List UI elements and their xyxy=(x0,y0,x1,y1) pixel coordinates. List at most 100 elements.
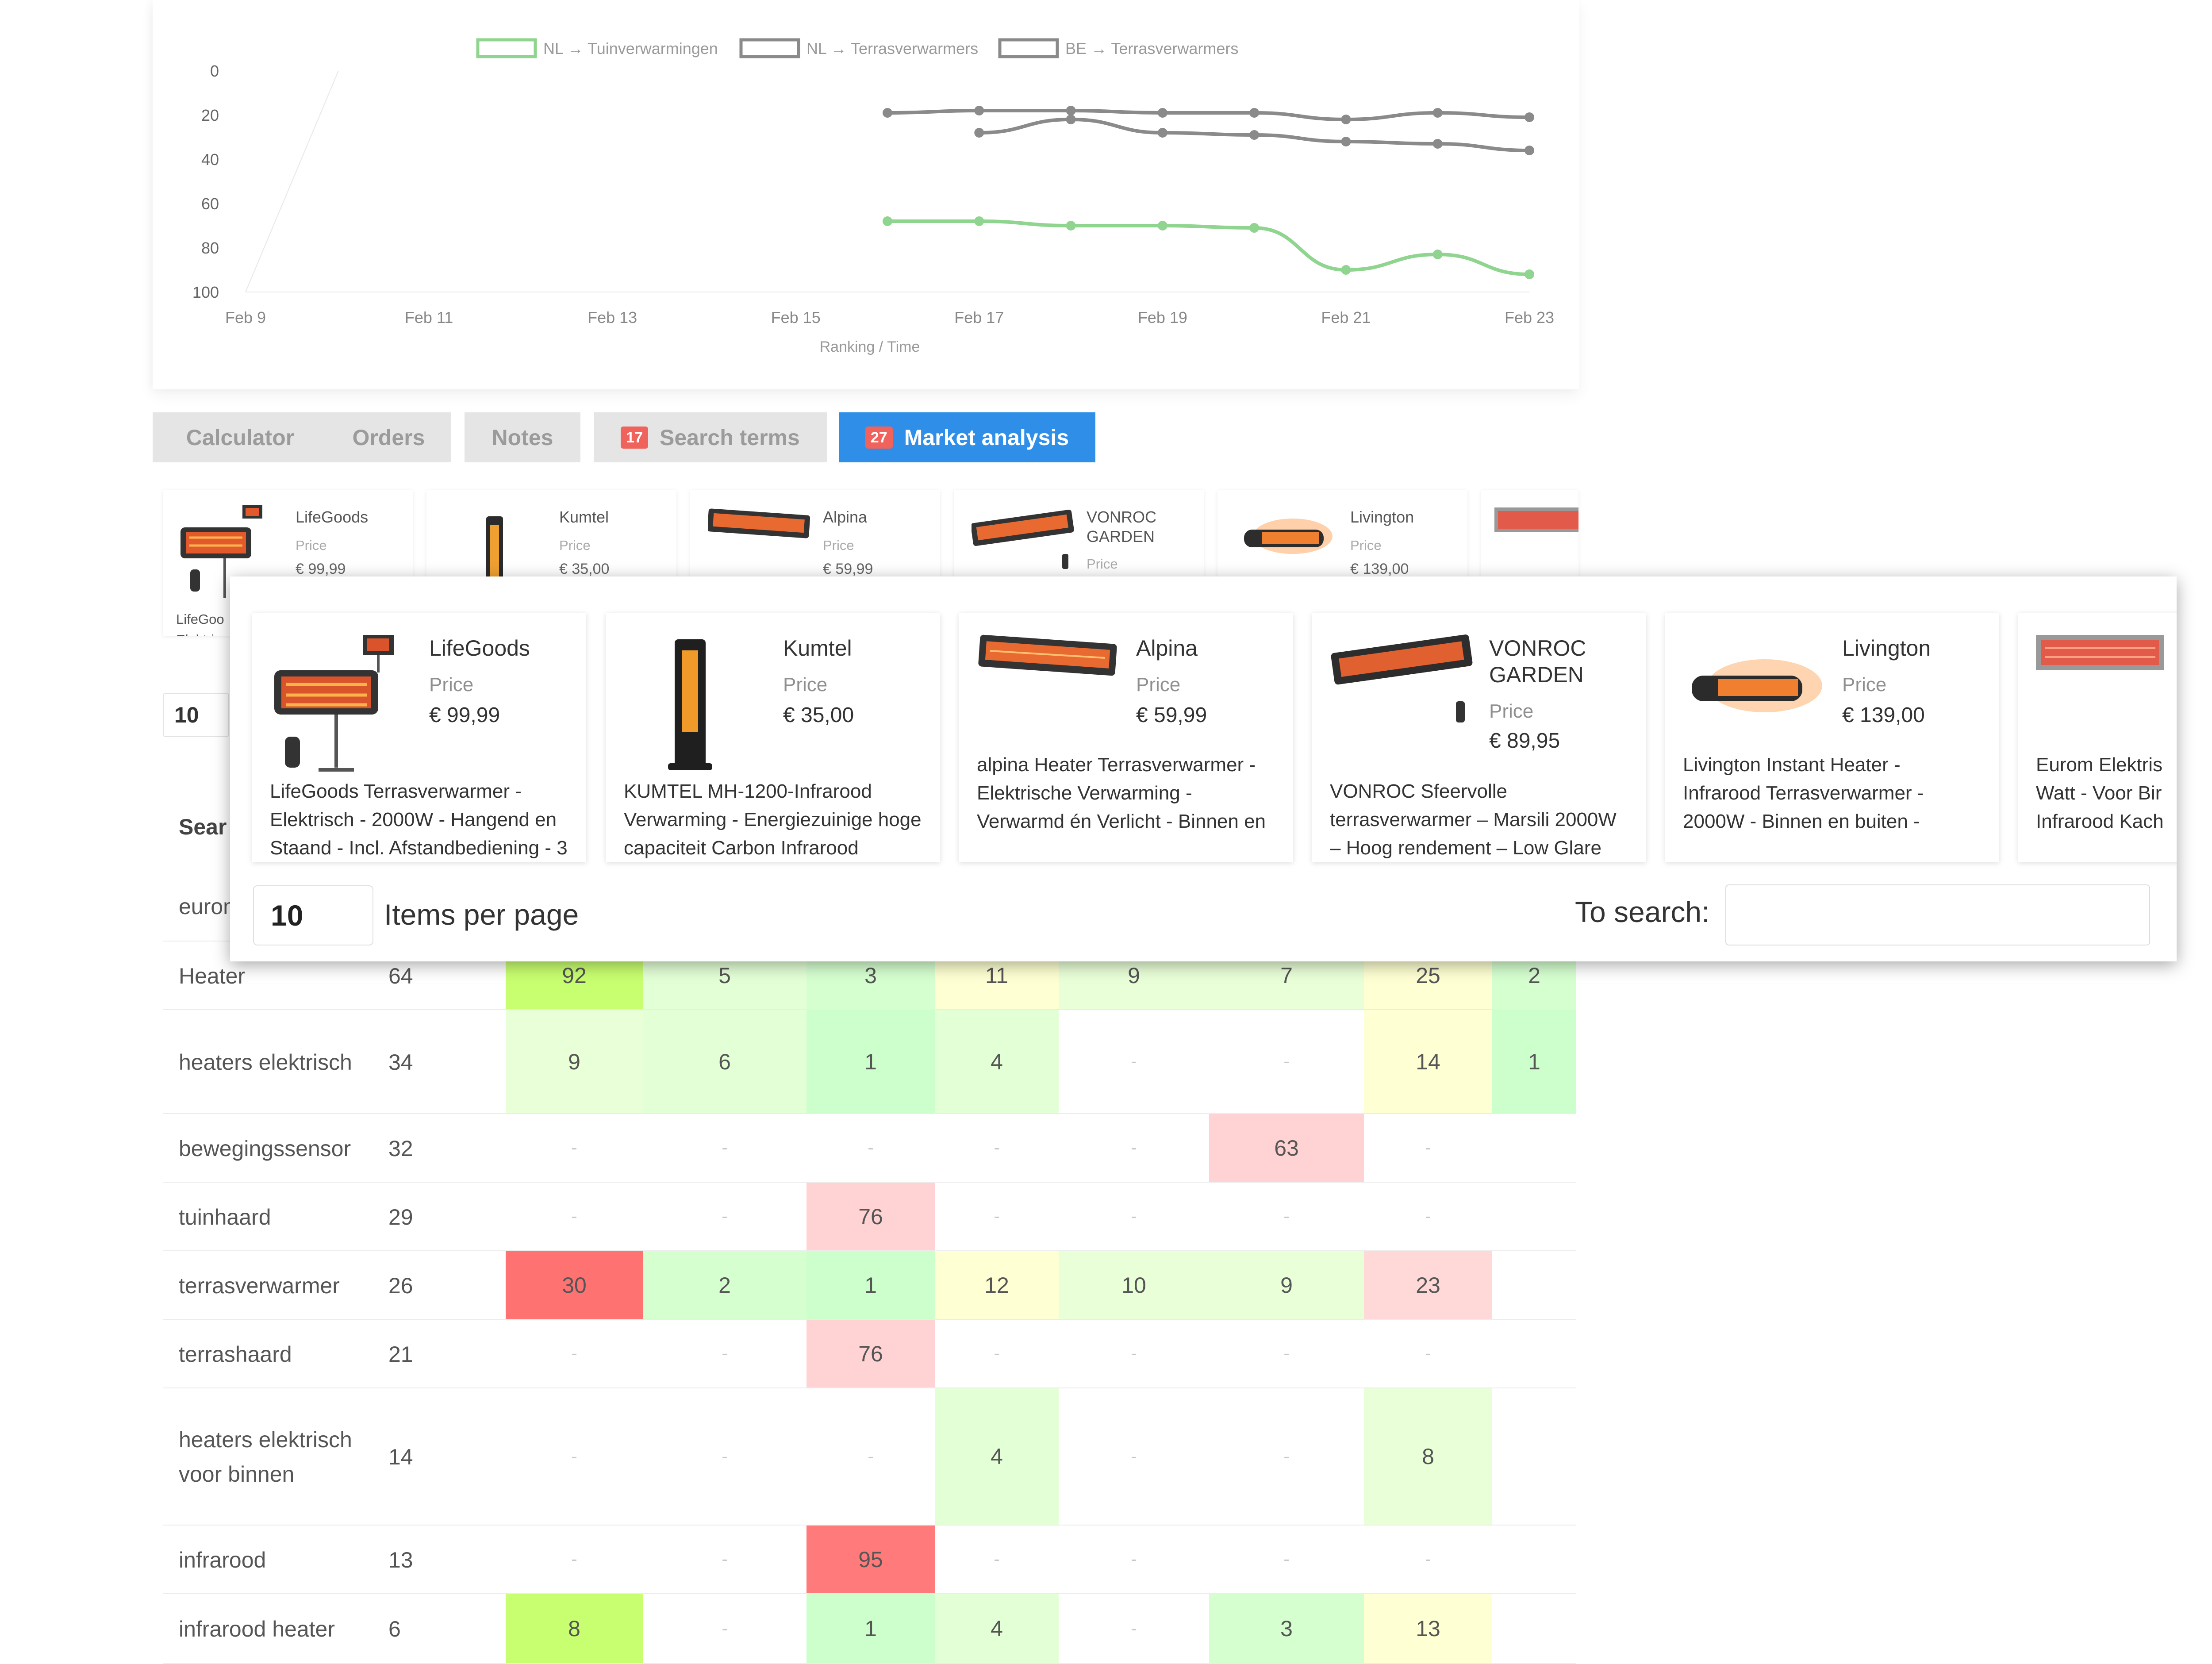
bg-items-per-page-input[interactable]: 10 xyxy=(163,693,229,737)
legend-swatch xyxy=(998,38,1059,58)
rank-cell: 1 xyxy=(806,1594,935,1663)
product-brand: Alpina xyxy=(1136,636,1198,661)
series-point xyxy=(1066,106,1076,115)
rank-cell: - xyxy=(1283,1052,1290,1071)
search-input[interactable] xyxy=(1725,884,2150,945)
x-tick-label: Feb 13 xyxy=(588,308,637,327)
tab-notes[interactable]: Notes xyxy=(465,412,580,462)
bg-product-brand: Kumtel xyxy=(559,508,609,526)
rank-cell: - xyxy=(1131,1549,1137,1569)
items-per-page-label: Items per page xyxy=(384,898,579,931)
rank-cell: 23 xyxy=(1364,1251,1492,1319)
rank-cell xyxy=(1492,1594,1576,1663)
series-line xyxy=(887,219,1530,276)
ranking-line-chart: 0 20 40 60 80 100 Feb 9 Feb 11 Feb 13 Feb 15 Feb 1… xyxy=(192,38,1554,355)
product-brand: Livington xyxy=(1842,636,1931,661)
series-point xyxy=(1432,250,1443,259)
product-card-vonroc[interactable]: VONROC GARDEN Price € 89,95 VONROC Sfeer… xyxy=(1312,613,1646,862)
rank-cell: 6 xyxy=(643,1010,806,1113)
product-card-lifegoods[interactable]: LifeGoods Price € 99,99 LifeGoods Terras… xyxy=(252,613,586,862)
search-term-cell: infrarood heater xyxy=(179,1617,335,1641)
y-tick-label: 100 xyxy=(192,283,219,301)
search-term-cell: infrarood xyxy=(179,1547,266,1572)
series-point xyxy=(1249,108,1260,118)
bg-product-brand: LifeGoods xyxy=(296,508,369,526)
rank-cell: - xyxy=(571,1344,577,1363)
bg-product-price-label: Price xyxy=(823,538,854,553)
rank-cell: 2 xyxy=(643,1251,806,1319)
series-point xyxy=(1249,223,1260,233)
rank-cell: 4 xyxy=(935,1388,1059,1525)
product-brand: Kumtel xyxy=(783,636,852,661)
product-card-eurom[interactable]: Eurom Elektris Watt - Voor Bir Infrarood… xyxy=(2018,613,2177,862)
legend-swatch xyxy=(476,38,537,58)
x-tick-label: Feb 21 xyxy=(1321,308,1371,327)
bg-product-brand: Livington xyxy=(1350,508,1414,526)
x-axis-label: Ranking / Time xyxy=(820,338,920,355)
tab-orders[interactable]: Orders xyxy=(326,412,451,462)
tower-heater-icon xyxy=(668,639,712,770)
search-term-cell: heaters elektrisch voor binnen xyxy=(179,1427,352,1487)
rank-cell: 14 xyxy=(1364,1010,1492,1113)
tab-market-analysis[interactable]: 27 Market analysis xyxy=(839,412,1095,462)
rank-cell xyxy=(1492,1251,1576,1319)
product-card-kumtel[interactable]: Kumtel Price € 35,00 KUMTEL MH-1200-Infr… xyxy=(606,613,940,862)
search-volume-cell: 26 xyxy=(388,1273,413,1298)
series-point xyxy=(1341,115,1351,124)
search-term-cell: tuinhaard xyxy=(179,1204,271,1230)
product-price: € 99,99 xyxy=(429,703,500,727)
items-per-page-input[interactable]: 10 xyxy=(253,885,373,945)
rank-cell xyxy=(1492,1320,1576,1387)
tab-notes-label: Notes xyxy=(492,425,553,450)
x-tick-label: Feb 23 xyxy=(1505,308,1554,327)
bg-product-price: € 99,99 xyxy=(296,561,346,577)
wall-heater-remote-icon xyxy=(972,510,1074,569)
rank-cell: 30 xyxy=(506,1251,643,1319)
tab-calculator[interactable]: Calculator xyxy=(153,412,328,462)
product-card-alpina[interactable]: Alpina Price € 59,99 alpina Heater Terra… xyxy=(959,613,1293,862)
bg-product-price: € 139,00 xyxy=(1350,561,1409,577)
rank-cell: - xyxy=(1425,1344,1431,1363)
x-tick-label: Feb 9 xyxy=(225,308,266,327)
series-point xyxy=(974,106,984,115)
series-point xyxy=(1066,221,1076,231)
rank-cell: - xyxy=(571,1549,577,1569)
rank-cell: - xyxy=(868,1446,874,1466)
bg-product-price: € 59,99 xyxy=(823,561,873,577)
series-point xyxy=(1432,108,1443,118)
bg-product-price-label: Price xyxy=(296,538,327,553)
product-brand: VONROC GARDEN xyxy=(1489,636,1586,687)
y-tick-label: 60 xyxy=(201,195,219,213)
bg-table-header: Sear xyxy=(179,815,227,839)
x-tick-label: Feb 11 xyxy=(405,308,453,327)
product-price-label: Price xyxy=(1136,674,1181,696)
search-term-cell: heaters elektrisch xyxy=(179,1049,352,1075)
rank-cell: - xyxy=(1425,1549,1431,1569)
search-terms-count-badge: 17 xyxy=(621,426,648,449)
product-card-livington[interactable]: Livington Price € 139,00 Livington Insta… xyxy=(1665,613,1999,862)
search-volume-cell: 34 xyxy=(388,1049,413,1075)
rank-cell: - xyxy=(1283,1446,1290,1466)
ranking-chart-card: 0 20 40 60 80 100 Feb 9 Feb 11 Feb 13 Feb 15 Feb 1… xyxy=(153,0,1579,389)
rank-cell: 10 xyxy=(1059,1251,1209,1319)
x-tick-label: Feb 19 xyxy=(1138,308,1187,327)
rank-cell: 76 xyxy=(806,1183,935,1250)
y-tick-label: 0 xyxy=(210,62,219,80)
series-point xyxy=(1157,108,1167,118)
series-point xyxy=(1525,269,1534,279)
bg-product-price-label: Price xyxy=(1350,538,1382,553)
series-point xyxy=(1341,137,1351,146)
rank-cell: 76 xyxy=(806,1320,935,1387)
series-point xyxy=(1525,112,1534,122)
product-description: Livington Instant Heater - Infrarood Ter… xyxy=(1683,754,1924,832)
rank-cell: - xyxy=(722,1344,728,1363)
series-point xyxy=(883,108,892,118)
rank-cell: 8 xyxy=(506,1594,643,1663)
table-row: heaters elektrisch 34 9 6 1 4- -14 1 xyxy=(163,1010,1576,1114)
series-point xyxy=(974,128,984,138)
table-row: tuinhaard 29 - - 76 - - - - xyxy=(163,1183,1576,1251)
rank-cell: - xyxy=(1425,1207,1431,1226)
panel-heater-icon xyxy=(1494,507,1578,532)
rank-cell: - xyxy=(1425,1138,1431,1157)
tab-search-terms[interactable]: 17 Search terms xyxy=(594,412,827,462)
